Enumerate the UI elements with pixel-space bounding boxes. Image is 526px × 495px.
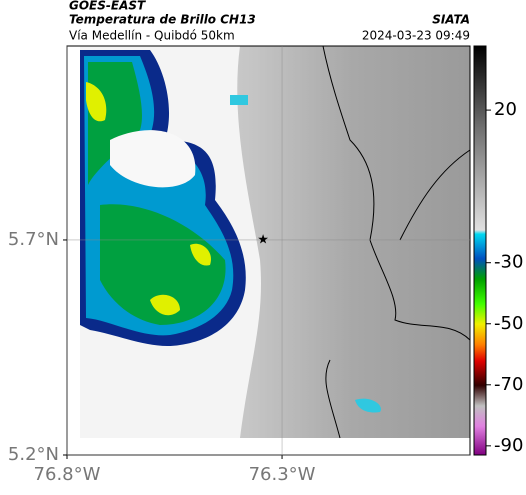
colorbar-tick-label: 20 bbox=[494, 99, 517, 120]
datetime: 2024-03-23 09:49 bbox=[362, 29, 470, 43]
colorbar-tick-label: -50 bbox=[494, 313, 523, 334]
y-tick-label: 5.2°N bbox=[8, 444, 59, 465]
title: GOES-EAST bbox=[69, 0, 146, 13]
source: SIATA bbox=[432, 13, 470, 27]
satellite-image bbox=[80, 45, 471, 439]
location-marker: ★ bbox=[257, 232, 269, 247]
y-tick-label: 5.7°N bbox=[8, 229, 59, 250]
colorbar-tick-label: -30 bbox=[494, 252, 523, 273]
location: Vía Medellín - Quibdó 50km bbox=[69, 29, 235, 43]
colorbar-tick-label: -90 bbox=[494, 435, 523, 456]
colorbar-tick-label: -70 bbox=[494, 374, 523, 395]
x-tick-label: 76.3°W bbox=[249, 464, 316, 485]
x-tick-label: 76.8°W bbox=[34, 464, 101, 485]
subtitle: Temperatura de Brillo CH13 bbox=[69, 13, 256, 27]
colorbar bbox=[473, 45, 487, 456]
